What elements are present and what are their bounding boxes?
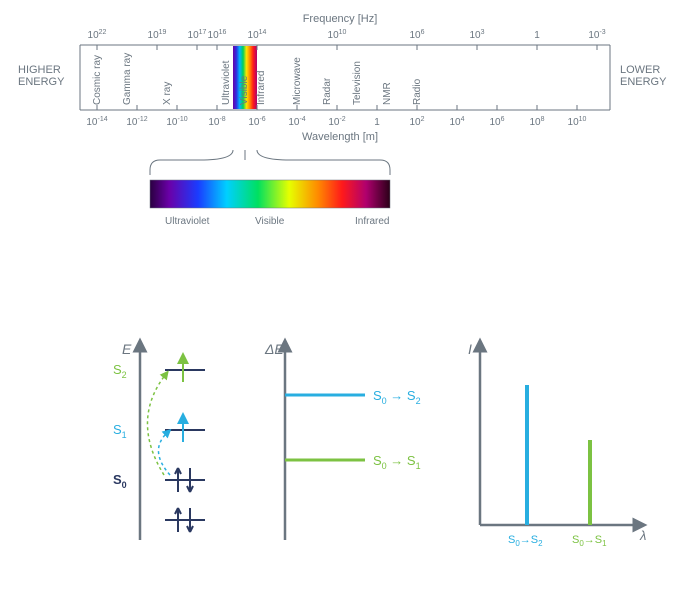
svg-text:10-14: 10-14 [86,116,107,128]
axis-lambda-label: λ [639,528,646,543]
svg-text:Television: Television [352,61,363,105]
svg-text:1010: 1010 [568,116,587,128]
svg-text:NMR: NMR [382,82,393,105]
svg-text:10-8: 10-8 [208,116,225,128]
svg-text:Radar: Radar [322,77,333,105]
svg-text:10-2: 10-2 [328,116,345,128]
panel-intensity-spectrum: I λ S0→S2 S0→S1 [468,341,646,548]
svg-text:1017: 1017 [188,29,207,41]
svg-text:X ray: X ray [162,82,173,105]
panel-delta-e: ΔE S0 → S2 S0 → S1 [264,341,421,540]
svg-text:1016: 1016 [208,29,227,41]
svg-text:Cosmic ray: Cosmic ray [92,55,103,105]
visible-spectrum-zoom [150,180,390,208]
svg-text:Infrared: Infrared [256,71,267,105]
s2-label: S2 [113,362,127,380]
svg-text:103: 103 [469,29,484,41]
em-spectrum-figure: Frequency [Hz] 1022101910171016101410101… [0,0,680,260]
zoom-ir-label: Infrared [355,216,389,227]
svg-text:106: 106 [409,29,424,41]
svg-text:104: 104 [449,116,464,128]
lower-energy-label: LOWERENERGY [620,64,667,88]
panel-energy-levels: E S2 S1 S0 [113,341,205,540]
frequency-ticks: 1022 1019 10171016 1014 1010 106 103 1 10-3 [88,29,606,50]
svg-text:106: 106 [489,116,504,128]
svg-text:1019: 1019 [148,29,167,41]
svg-text:1: 1 [374,117,380,128]
svg-text:Visible: Visible [239,75,250,105]
s0-label: S0 [113,472,127,490]
axis-de-label: ΔE [264,341,284,357]
transition-s0s1-label: S0 → S1 [373,453,421,471]
frequency-axis-title: Frequency [Hz] [303,13,378,25]
bar-s0s1-label: S0→S1 [572,534,607,548]
bar-s0s2-label: S0→S2 [508,534,543,548]
svg-text:1014: 1014 [248,29,267,41]
svg-text:10-10: 10-10 [166,116,187,128]
energy-level-figure: E S2 S1 S0 ΔE S0 → S2 S0 → S1 [90,330,650,560]
svg-text:1: 1 [534,30,540,41]
axis-i-label: I [468,341,472,357]
higher-energy-label: HIGHERENERGY [18,64,65,88]
svg-text:Gamma ray: Gamma ray [122,53,133,105]
svg-text:Microwave: Microwave [292,57,303,105]
svg-text:Ultraviolet: Ultraviolet [221,60,232,105]
wavelength-axis-title: Wavelength [m] [302,131,378,143]
svg-text:1022: 1022 [88,29,107,41]
svg-text:102: 102 [409,116,424,128]
svg-text:Radio: Radio [412,78,423,105]
svg-text:10-6: 10-6 [248,116,265,128]
zoom-uv-label: Ultraviolet [165,216,210,227]
svg-text:10-12: 10-12 [126,116,147,128]
zoom-brace [150,150,390,175]
axis-e-label: E [122,341,132,357]
svg-text:1010: 1010 [328,29,347,41]
wavelength-ticks: 10-14 10-12 10-10 10-8 10-6 10-4 10-2 1 102 104 10… [86,105,586,128]
svg-text:108: 108 [529,116,544,128]
svg-text:10-4: 10-4 [288,116,305,128]
zoom-visible-label: Visible [255,216,285,227]
band-labels: Cosmic ray Gamma ray X ray Ultraviolet Visib… [92,53,423,105]
transition-s0s2-label: S0 → S2 [373,388,421,406]
s1-label: S1 [113,422,127,440]
svg-text:10-3: 10-3 [588,29,605,41]
